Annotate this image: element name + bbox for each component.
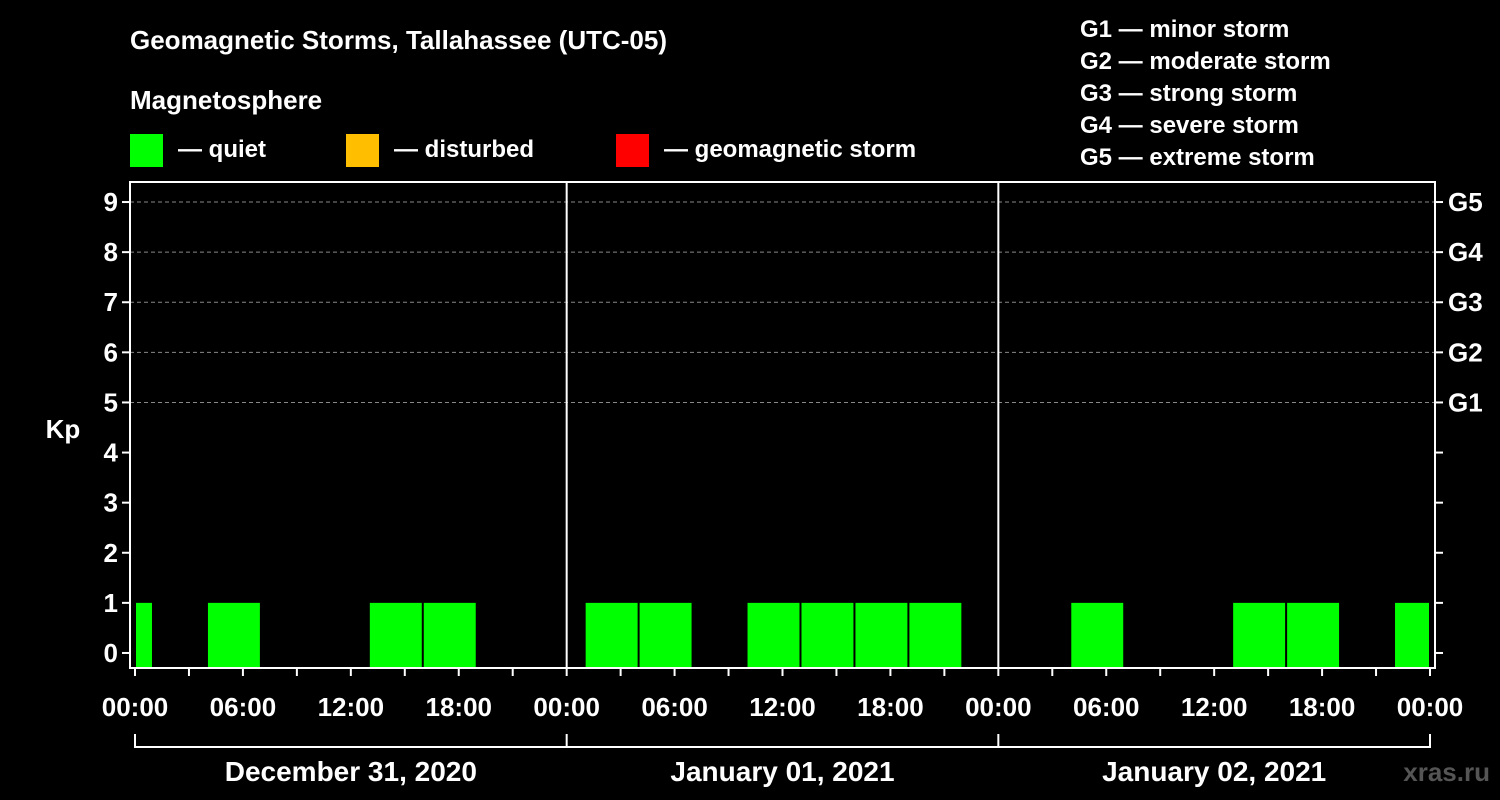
legend-title: Magnetosphere <box>130 85 322 115</box>
legend-swatch-disturbed <box>346 134 379 167</box>
chart-title: Geomagnetic Storms, Tallahassee (UTC-05) <box>130 25 667 55</box>
legend-swatch-quiet <box>130 134 163 167</box>
x-tick-label: 12:00 <box>1181 692 1248 722</box>
x-tick-label: 18:00 <box>1289 692 1356 722</box>
watermark: xras.ru <box>1403 757 1490 787</box>
legend-label-disturbed: — disturbed <box>394 136 534 163</box>
x-tick-label: 12:00 <box>749 692 816 722</box>
grid-lines <box>130 201 1435 403</box>
x-tick-label: 00:00 <box>1397 692 1464 722</box>
x-tick-label: 00:00 <box>533 692 600 722</box>
kp-bar-5 <box>639 602 692 668</box>
kp-bar-12 <box>1287 602 1340 668</box>
y-tick-label: 1 <box>104 588 118 618</box>
y-axis-ticks: 0 1 2 3 4 5 6 7 8 9 <box>104 187 130 668</box>
kp-bar-2 <box>369 602 422 668</box>
storm-level-label-g3: G3 <box>1448 287 1483 317</box>
y-tick-label: 4 <box>104 438 119 468</box>
y-tick-label: 8 <box>104 237 118 267</box>
y-tick-label: 2 <box>104 538 118 568</box>
x-tick-label: 18:00 <box>857 692 924 722</box>
day-labels: December 31, 2020 January 01, 2021 January… <box>134 734 1431 787</box>
kp-bar-7 <box>801 602 854 668</box>
storm-level-ticks: G1 G2 G3 G4 G5 <box>1435 187 1483 654</box>
y-tick-label: 5 <box>104 387 118 417</box>
x-tick-label: 06:00 <box>641 692 708 722</box>
x-tick-label: 06:00 <box>210 692 277 722</box>
x-tick-label: 18:00 <box>426 692 493 722</box>
kp-bar-0 <box>136 602 152 668</box>
x-tick-label: 06:00 <box>1073 692 1140 722</box>
plot-frame <box>129 181 1436 669</box>
kp-bar-9 <box>909 602 962 668</box>
y-axis-label: Kp <box>46 414 81 444</box>
legend-label-quiet: — quiet <box>178 136 266 163</box>
y-tick-label: 6 <box>104 337 118 367</box>
legend-quiet: — quiet <box>130 134 266 167</box>
storm-level-label-g4: G4 <box>1448 237 1483 267</box>
storm-scale-legend: G1 — minor storm G2 — moderate storm G3 … <box>1080 16 1331 171</box>
x-tick-label: 12:00 <box>318 692 385 722</box>
legend-geomagnetic-storm: — geomagnetic storm <box>616 134 916 167</box>
storm-level-label-g5: G5 <box>1448 187 1483 217</box>
kp-bar-8 <box>855 602 908 668</box>
storm-level-label-g2: G2 <box>1448 337 1483 367</box>
x-tick-label: 00:00 <box>102 692 169 722</box>
kp-bar-13 <box>1395 602 1429 668</box>
storm-level-label-g1: G1 <box>1448 387 1483 417</box>
storm-scale-g5: G5 — extreme storm <box>1080 144 1315 171</box>
kp-bar-4 <box>585 602 638 668</box>
kp-bar-11 <box>1233 602 1286 668</box>
storm-scale-g4: G4 — severe storm <box>1080 112 1299 139</box>
storm-scale-g3: G3 — strong storm <box>1080 80 1297 107</box>
storm-scale-g2: G2 — moderate storm <box>1080 48 1331 75</box>
x-axis-ticks: 00:00 06:00 12:00 18:00 00:00 06:00 12:00 18:00… <box>102 668 1464 722</box>
storm-scale-g1: G1 — minor storm <box>1080 16 1289 43</box>
kp-bar-3 <box>423 602 476 668</box>
plot-border <box>129 181 1436 669</box>
y-tick-label: 0 <box>104 638 118 668</box>
x-tick-label: 00:00 <box>965 692 1032 722</box>
legend-disturbed: — disturbed <box>346 134 534 167</box>
legend-swatch-storm <box>616 134 649 167</box>
legend-label-storm: — geomagnetic storm <box>664 136 916 163</box>
day-label: January 01, 2021 <box>670 756 894 787</box>
y-tick-label: 3 <box>104 488 118 518</box>
kp-bar-6 <box>747 602 800 668</box>
kp-bar-1 <box>207 602 260 668</box>
kp-bar-10 <box>1071 602 1124 668</box>
day-label: December 31, 2020 <box>225 756 477 787</box>
y-tick-label: 7 <box>104 287 118 317</box>
day-label: January 02, 2021 <box>1102 756 1326 787</box>
y-tick-label: 9 <box>104 187 118 217</box>
kp-bars <box>136 602 1429 668</box>
